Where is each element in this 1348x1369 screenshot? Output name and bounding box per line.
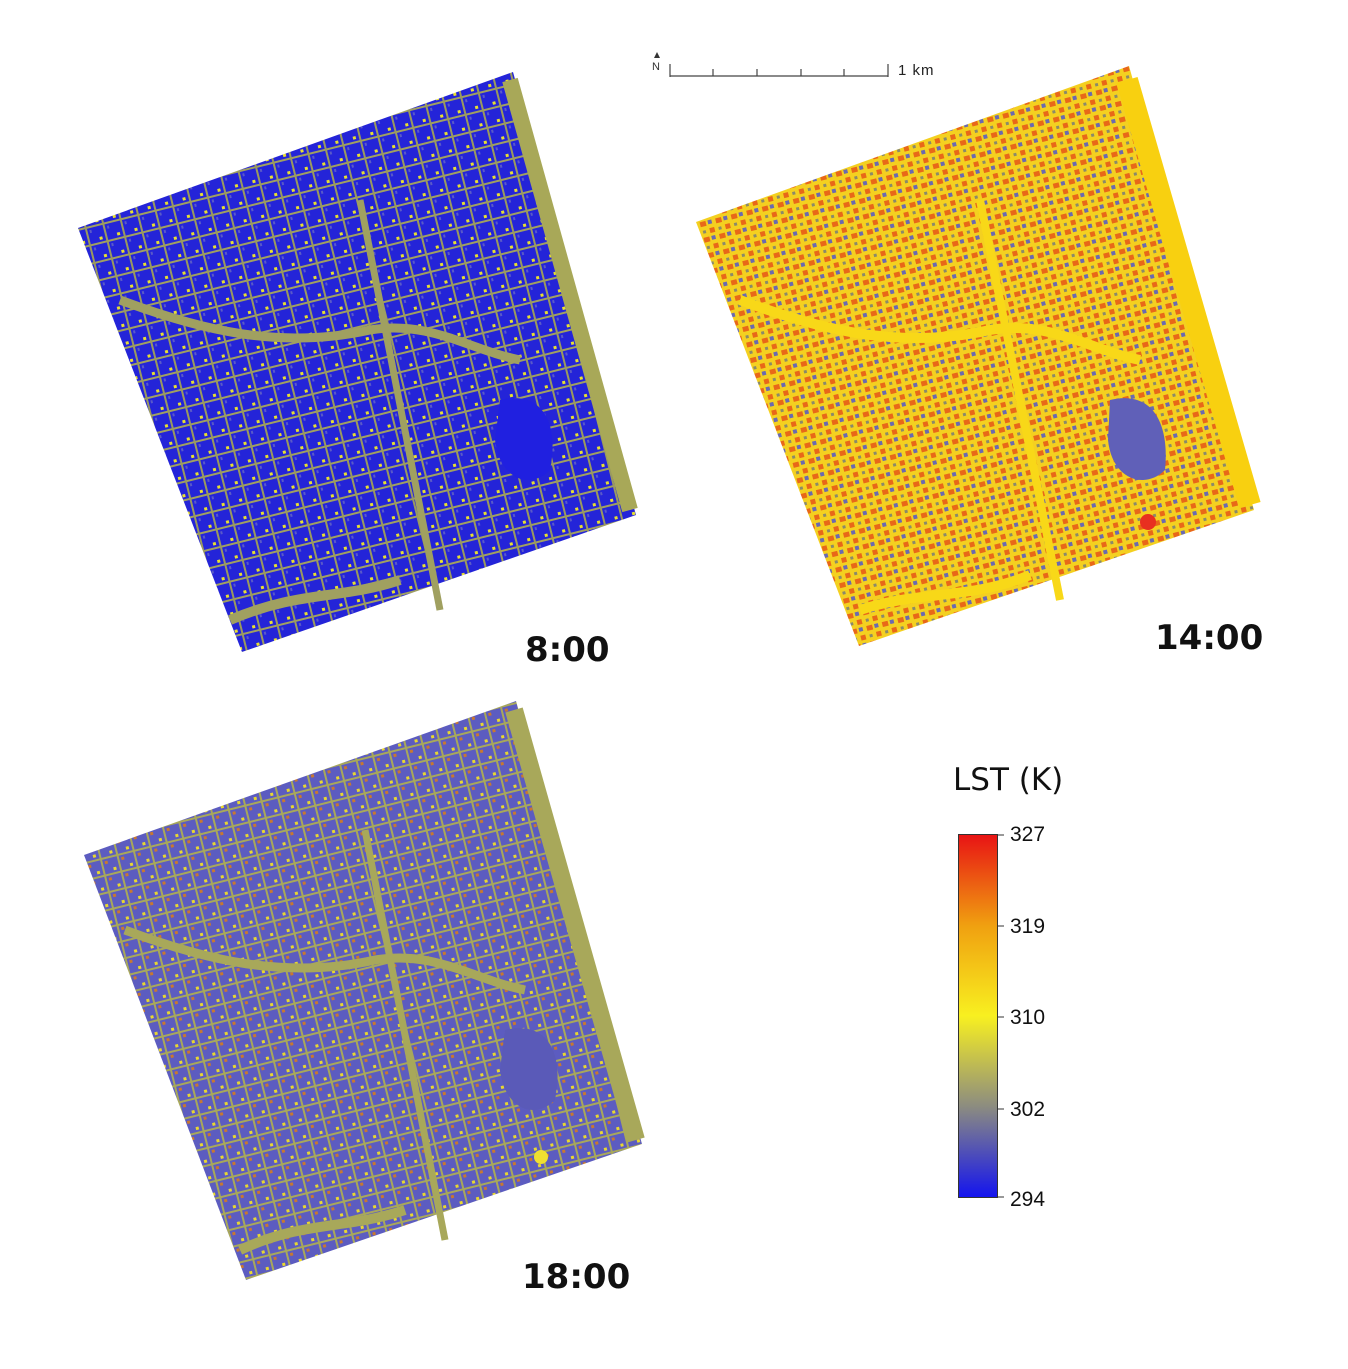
legend-color-bar: [958, 834, 998, 1198]
lst-map-afternoon: [696, 66, 1261, 646]
time-label-evening: 18:00: [522, 1257, 631, 1297]
legend-tick-310: 310: [1010, 1006, 1046, 1029]
legend-tick-327: 327: [1010, 823, 1046, 846]
legend-ticks: [998, 834, 1004, 1198]
scale-bar: N: [652, 52, 889, 77]
north-arrow-icon: N: [652, 52, 660, 73]
svg-text:N: N: [652, 61, 660, 73]
time-label-afternoon: 14:00: [1155, 618, 1264, 658]
legend-tick-319: 319: [1010, 915, 1046, 938]
scale-bar-label: 1 km: [898, 62, 935, 79]
legend-tick-302: 302: [1010, 1098, 1046, 1121]
lst-map-morning: [78, 72, 638, 652]
lst-map-evening: [84, 701, 645, 1280]
legend-title: LST (K): [953, 762, 1064, 798]
legend-tick-294: 294: [1010, 1188, 1046, 1211]
time-label-morning: 8:00: [525, 630, 610, 670]
